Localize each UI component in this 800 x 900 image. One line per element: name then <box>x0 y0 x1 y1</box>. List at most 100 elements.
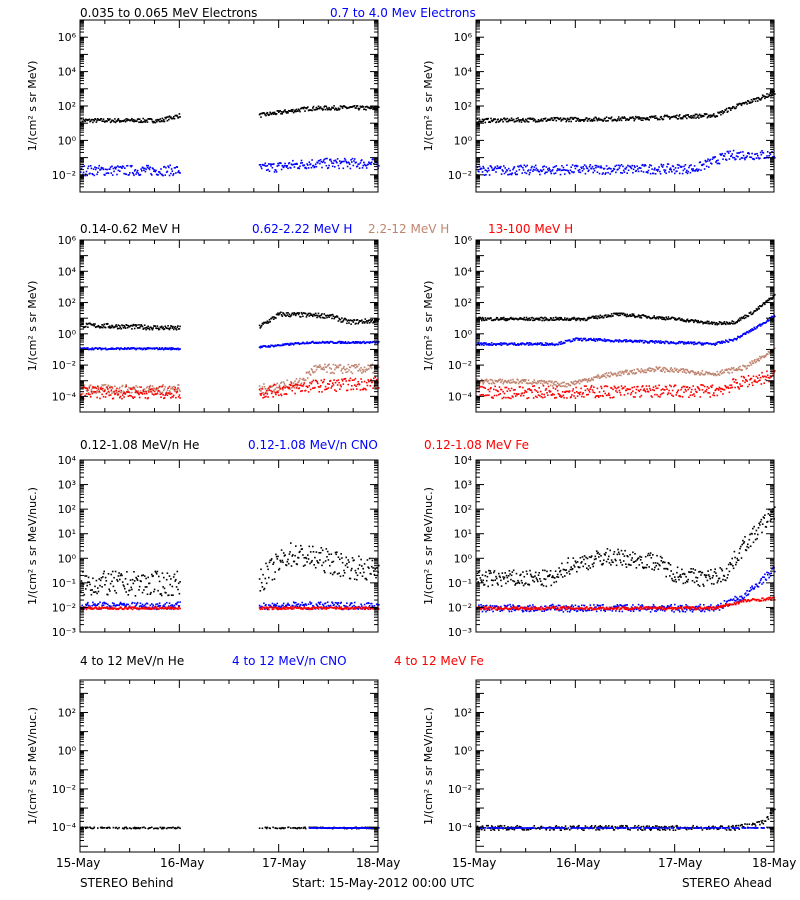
data-point <box>92 385 94 388</box>
data-point <box>479 316 482 319</box>
series-blue <box>476 149 776 176</box>
data-point <box>534 169 536 171</box>
data-point <box>98 326 100 328</box>
data-point <box>273 171 276 173</box>
data-point <box>642 339 644 342</box>
data-point <box>293 312 296 314</box>
data-point <box>136 169 139 172</box>
data-point <box>505 118 507 121</box>
data-point <box>653 115 655 118</box>
data-point <box>608 167 611 169</box>
data-point <box>92 390 94 393</box>
data-point <box>669 370 671 373</box>
data-point <box>554 381 556 383</box>
data-point <box>527 117 529 120</box>
data-point <box>694 388 697 391</box>
data-point <box>593 315 596 318</box>
y-tick-label: 10⁴ <box>58 265 77 278</box>
data-point <box>495 344 497 346</box>
data-point <box>564 173 566 175</box>
data-point <box>282 111 285 113</box>
data-point <box>483 167 485 169</box>
data-point <box>322 108 325 111</box>
data-point <box>768 155 770 157</box>
data-point <box>292 382 295 384</box>
data-point <box>351 379 354 381</box>
data-point <box>324 157 327 160</box>
data-point <box>292 385 294 388</box>
data-point <box>283 110 286 112</box>
data-point <box>708 372 711 374</box>
data-point <box>156 325 159 327</box>
data-point <box>668 115 670 118</box>
data-point <box>710 322 712 325</box>
data-point <box>539 173 541 176</box>
data-point <box>358 167 361 169</box>
data-point <box>537 169 539 171</box>
data-point <box>288 313 291 316</box>
data-point <box>163 328 166 330</box>
data-point <box>117 118 120 120</box>
data-point <box>102 118 105 120</box>
data-point <box>704 321 707 324</box>
data-point <box>661 316 664 319</box>
data-point <box>260 116 262 118</box>
data-point <box>481 121 483 123</box>
data-point <box>707 158 709 160</box>
data-point <box>689 320 692 322</box>
data-point <box>171 170 174 172</box>
data-point <box>326 157 328 160</box>
data-point <box>639 167 642 169</box>
data-point <box>569 384 572 387</box>
data-point <box>509 382 511 384</box>
data-point <box>531 316 533 319</box>
data-point <box>552 119 555 122</box>
data-point <box>720 370 722 373</box>
data-point <box>490 117 492 120</box>
data-point <box>666 388 668 390</box>
data-point <box>606 315 609 318</box>
data-point <box>273 383 276 386</box>
data-point <box>335 160 337 163</box>
data-point <box>109 348 112 350</box>
data-point <box>547 394 549 396</box>
data-point <box>705 388 708 391</box>
data-point <box>172 173 175 175</box>
data-point <box>287 387 290 390</box>
data-point <box>118 119 120 122</box>
data-point <box>705 165 708 168</box>
data-point <box>632 341 634 344</box>
data-point <box>717 388 719 390</box>
data-point <box>549 380 551 382</box>
data-point <box>162 174 164 177</box>
data-point <box>481 171 484 173</box>
data-point <box>593 167 595 170</box>
data-point <box>559 385 562 388</box>
data-point <box>504 379 506 382</box>
data-point <box>620 312 623 315</box>
data-point <box>179 325 181 328</box>
data-point <box>141 324 143 327</box>
data-point <box>617 339 619 342</box>
data-point <box>551 169 554 171</box>
data-point <box>269 346 271 348</box>
data-point <box>152 327 154 329</box>
data-point <box>543 165 545 167</box>
data-point <box>590 386 592 388</box>
data-point <box>578 118 581 121</box>
data-point <box>321 340 324 343</box>
data-point <box>171 327 174 329</box>
data-point <box>362 164 364 167</box>
data-point <box>179 116 181 118</box>
data-point <box>738 320 741 322</box>
data-point <box>687 341 689 343</box>
data-point <box>317 365 320 367</box>
data-point <box>691 168 693 170</box>
data-point <box>363 161 365 164</box>
data-point <box>146 166 149 169</box>
data-point <box>153 170 155 172</box>
data-point <box>756 152 758 155</box>
data-point <box>688 342 690 345</box>
data-point <box>172 174 174 177</box>
data-point <box>529 169 532 171</box>
